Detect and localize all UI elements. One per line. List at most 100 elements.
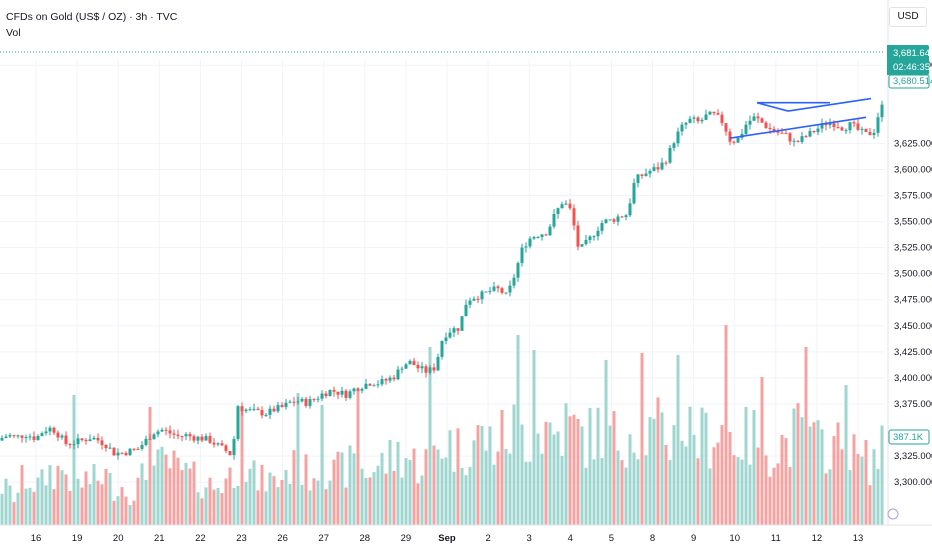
y-tick-label: 3,325.000: [894, 451, 932, 462]
candle-body: [484, 291, 488, 293]
volume-bar: [404, 457, 408, 525]
volume-bar: [392, 470, 396, 525]
candle-body: [572, 208, 576, 226]
volume-bar: [136, 477, 140, 525]
volume-indicator-label[interactable]: Vol: [6, 27, 21, 39]
volume-bar: [740, 459, 744, 525]
candle-body: [644, 173, 648, 176]
volume-bar: [472, 440, 476, 525]
countdown-label: 02:46:35: [893, 62, 930, 73]
price-axis[interactable]: 3,300.000 3,325.000 3,375.000 3,400.000 3,42…: [887, 0, 932, 550]
candle-body: [184, 434, 188, 437]
candle-body: [416, 365, 420, 369]
y-tick-label: 3,425.000: [894, 347, 932, 358]
candle-body: [376, 384, 380, 386]
volume-bar: [484, 450, 488, 525]
candle-body: [440, 341, 444, 357]
candle-body: [380, 379, 384, 385]
volume-bar: [792, 408, 796, 525]
price-axis-bg: [888, 0, 932, 550]
candle-body: [624, 215, 628, 218]
volume-bar: [244, 482, 248, 525]
volume-bar: [388, 440, 392, 525]
x-tick-label: 19: [72, 533, 83, 544]
volume-bar: [744, 407, 748, 525]
candle-body: [672, 143, 676, 148]
volume-bar: [372, 472, 376, 525]
volume-bar: [348, 445, 352, 525]
volume-bar: [420, 475, 424, 525]
volume-bar: [464, 475, 468, 525]
volume-bar: [360, 468, 364, 525]
candle-body: [724, 123, 728, 132]
volume-bar: [724, 325, 728, 525]
volume-bar: [376, 465, 380, 525]
volume-bar: [804, 347, 808, 525]
volume-bar: [192, 461, 196, 525]
volume-bar: [800, 417, 804, 525]
volume-bar: [36, 477, 40, 525]
candle-body: [360, 388, 364, 391]
volume-bar: [176, 457, 180, 525]
volume-bar: [184, 462, 188, 525]
volume-bar: [316, 480, 320, 525]
y-tick-label: 3,525.000: [894, 243, 932, 254]
volume-bar: [260, 464, 264, 525]
candle-body: [496, 286, 500, 289]
volume-bar: [280, 479, 284, 525]
currency-button[interactable]: USD: [889, 7, 927, 27]
candle-body: [20, 435, 24, 438]
candle-body: [516, 263, 520, 278]
volume-bar: [768, 476, 772, 525]
flag-pattern-drawing[interactable]: [729, 97, 872, 139]
candle-body: [648, 170, 652, 174]
candle-body: [88, 439, 92, 442]
candle-body: [756, 116, 760, 119]
candle-body: [156, 431, 160, 435]
volume-bar: [840, 449, 844, 525]
volume-bar: [880, 425, 884, 525]
volume-bar: [64, 474, 68, 525]
candle-body: [696, 117, 700, 122]
volume-bar: [568, 416, 572, 525]
candle-body: [780, 132, 784, 134]
volume-bar: [300, 484, 304, 525]
volume-bar: [424, 449, 428, 525]
time-axis[interactable]: 16 19 20 21 22 23 26 27 28 29 Sep 2 3 4 5 8 9 10 11 12 13: [0, 524, 932, 550]
volume-bar: [528, 461, 532, 525]
candle-body: [256, 408, 260, 410]
volume-bar: [624, 467, 628, 525]
volume-bar: [872, 449, 876, 525]
candle-body: [812, 130, 816, 133]
current-price-tag-bg: [889, 45, 929, 75]
candle-body: [728, 131, 732, 142]
candle-body: [312, 399, 316, 401]
volume-bar: [44, 485, 48, 525]
y-tick-label: 3,550.000: [894, 217, 932, 228]
candle-body: [132, 448, 136, 450]
volume-bar: [468, 467, 472, 525]
last-price-marker: [887, 45, 890, 75]
volume-bar: [748, 464, 752, 525]
candle-body: [240, 406, 244, 412]
candle-body: [164, 429, 168, 431]
volume-bar: [236, 486, 240, 525]
volume-bar: [252, 460, 256, 525]
volume-bar: [168, 468, 172, 525]
volume-bar: [156, 449, 160, 525]
candle-body: [488, 290, 492, 292]
y-tick-label: 3,375.000: [894, 399, 932, 410]
volume-bar: [264, 491, 268, 525]
candle-body: [720, 114, 724, 124]
volume-bar: [836, 422, 840, 525]
volume-bar: [628, 434, 632, 525]
candle-body: [532, 237, 536, 239]
volume-bar: [164, 454, 168, 525]
candle-body: [300, 398, 304, 402]
volume-bar: [228, 467, 232, 525]
candle-body: [712, 111, 716, 114]
volume-bar: [304, 454, 308, 525]
candle-body: [716, 113, 720, 115]
volume-bar: [796, 403, 800, 525]
